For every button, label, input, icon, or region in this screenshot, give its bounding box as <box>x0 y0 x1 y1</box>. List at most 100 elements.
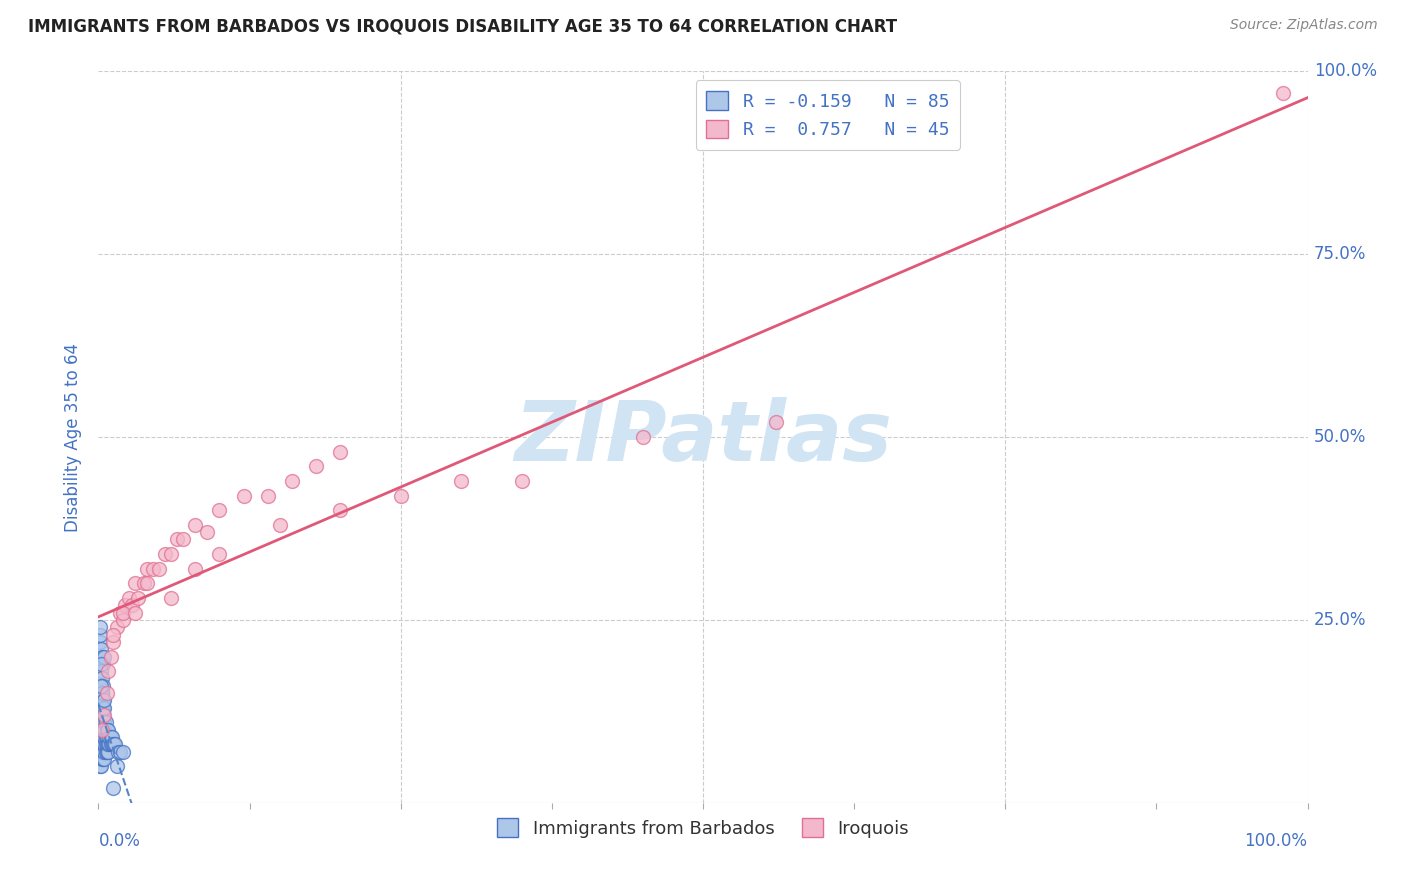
Point <box>90 745 112 759</box>
Point <box>93 708 115 723</box>
Point <box>91 649 114 664</box>
Point <box>96 686 118 700</box>
Point <box>97 745 120 759</box>
Point <box>105 759 128 773</box>
Point <box>91 700 114 714</box>
Text: 75.0%: 75.0% <box>1313 245 1367 263</box>
Point <box>93 715 115 730</box>
Point <box>98 730 121 744</box>
Point <box>90 737 112 751</box>
Point <box>90 708 112 723</box>
Point <box>94 745 117 759</box>
Point <box>631 430 654 444</box>
Point <box>93 700 115 714</box>
Point <box>89 620 111 634</box>
Point <box>100 737 122 751</box>
Point <box>91 730 114 744</box>
Point <box>91 752 114 766</box>
Point <box>93 649 115 664</box>
Point <box>96 737 118 751</box>
Point <box>765 416 787 430</box>
Text: 50.0%: 50.0% <box>1313 428 1367 446</box>
Point <box>91 708 114 723</box>
Point <box>90 730 112 744</box>
Point <box>160 547 183 561</box>
Point <box>91 693 114 707</box>
Point <box>89 627 111 641</box>
Point <box>195 525 218 540</box>
Point <box>329 503 352 517</box>
Point <box>91 715 114 730</box>
Point <box>101 627 124 641</box>
Point <box>91 745 114 759</box>
Point <box>90 642 112 657</box>
Point <box>91 672 114 686</box>
Point <box>91 679 114 693</box>
Point <box>97 723 120 737</box>
Text: IMMIGRANTS FROM BARBADOS VS IROQUOIS DISABILITY AGE 35 TO 64 CORRELATION CHART: IMMIGRANTS FROM BARBADOS VS IROQUOIS DIS… <box>28 18 897 36</box>
Point <box>111 613 134 627</box>
Y-axis label: Disability Age 35 to 64: Disability Age 35 to 64 <box>65 343 83 532</box>
Point <box>305 459 328 474</box>
Point <box>121 599 143 613</box>
Point <box>91 715 114 730</box>
Point <box>94 737 117 751</box>
Point <box>1272 87 1295 101</box>
Text: 100.0%: 100.0% <box>1244 832 1308 850</box>
Point <box>91 686 114 700</box>
Point <box>93 737 115 751</box>
Point <box>256 489 278 503</box>
Point <box>90 679 112 693</box>
Text: 0.0%: 0.0% <box>98 832 141 850</box>
Point <box>114 599 136 613</box>
Point <box>97 737 120 751</box>
Point <box>90 759 112 773</box>
Point <box>90 693 112 707</box>
Point <box>89 700 111 714</box>
Point <box>232 489 254 503</box>
Text: 25.0%: 25.0% <box>1313 611 1367 629</box>
Point <box>89 730 111 744</box>
Point <box>94 730 117 744</box>
Point <box>166 533 188 547</box>
Point <box>93 745 115 759</box>
Point <box>111 745 134 759</box>
Point <box>103 737 125 751</box>
Legend: Immigrants from Barbados, Iroquois: Immigrants from Barbados, Iroquois <box>489 811 917 845</box>
Point <box>142 562 165 576</box>
Point <box>96 745 118 759</box>
Point <box>269 517 291 532</box>
Point <box>91 708 114 723</box>
Point <box>124 576 146 591</box>
Point <box>389 489 412 503</box>
Point <box>101 737 124 751</box>
Point <box>91 657 114 671</box>
Point <box>98 737 121 751</box>
Point <box>108 606 131 620</box>
Point <box>135 576 157 591</box>
Point <box>89 715 111 730</box>
Point <box>91 745 114 759</box>
Point <box>100 737 122 751</box>
Point <box>89 737 111 751</box>
Point <box>90 723 112 737</box>
Point <box>135 562 157 576</box>
Point <box>101 635 124 649</box>
Point <box>111 606 134 620</box>
Point <box>172 533 194 547</box>
Point <box>97 664 120 678</box>
Point <box>153 547 176 561</box>
Point <box>107 745 129 759</box>
Point <box>108 745 131 759</box>
Point <box>89 708 111 723</box>
Point <box>89 679 111 693</box>
Point <box>118 591 141 605</box>
Point <box>90 686 112 700</box>
Point <box>510 474 533 488</box>
Point <box>91 723 114 737</box>
Point <box>91 723 114 737</box>
Point <box>91 723 114 737</box>
Point <box>89 759 111 773</box>
Point <box>90 664 112 678</box>
Point <box>101 781 124 796</box>
